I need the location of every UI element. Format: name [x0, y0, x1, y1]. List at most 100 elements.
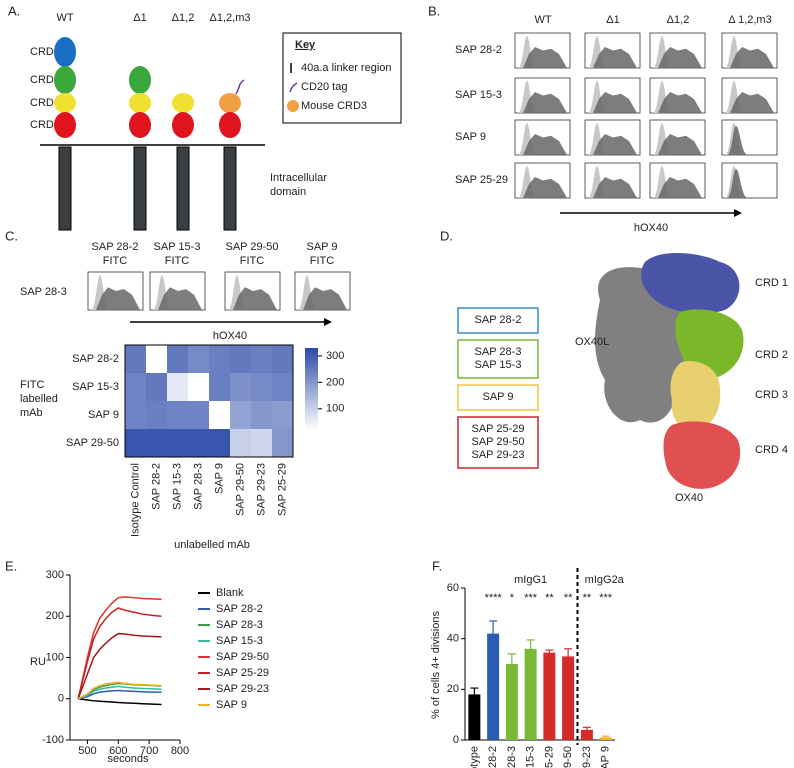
epitope-label: SAP 29-23 — [471, 449, 524, 461]
heat-cell — [125, 345, 146, 373]
heat-cell — [272, 429, 293, 457]
x-tick-label: 700 — [140, 745, 158, 757]
key-item: 40a.a linker region — [301, 62, 392, 74]
heat-cell — [272, 373, 293, 401]
heat-cell — [230, 345, 251, 373]
x-tick-label: SAP 29-50 — [234, 463, 246, 516]
legend-label: SAP 28-3 — [216, 619, 263, 631]
column-label: Δ1,2 — [667, 14, 690, 26]
heat-cell — [251, 345, 272, 373]
heat-cell — [167, 345, 188, 373]
heat-cell — [251, 373, 272, 401]
x-tick-label: 800 — [171, 745, 189, 757]
histogram-sample — [658, 134, 702, 155]
y-tick-label: 0 — [453, 734, 459, 746]
legend-label: SAP 29-23 — [216, 683, 269, 695]
histogram-sample — [523, 177, 567, 198]
epitope-label: SAP 28-3 — [475, 346, 522, 358]
intracellular-domain — [133, 146, 147, 231]
column-label: FITC — [103, 255, 127, 267]
domain — [54, 112, 76, 138]
key-mouse — [287, 100, 299, 112]
row-label: SAP 29-50 — [66, 437, 119, 449]
histogram-sample — [658, 92, 702, 113]
x-tick-label: SAP 15-3 — [525, 746, 537, 768]
construct-label: WT — [56, 12, 73, 24]
line-series — [77, 632, 162, 700]
crd-label: CRD 3 — [755, 389, 788, 401]
y-tick-label: 60 — [447, 582, 459, 594]
heat-cell — [272, 401, 293, 429]
significance: ** — [583, 592, 592, 604]
axis-label: hOX40 — [634, 222, 668, 234]
histogram-sample — [593, 47, 637, 68]
heat-cell — [146, 345, 167, 373]
x-tick-label: SAP 28-2 — [487, 746, 499, 768]
heat-cell — [125, 401, 146, 429]
colorbar-label: 200 — [326, 376, 344, 388]
bar — [487, 633, 500, 740]
x-tick-label: SAP 25-29 — [276, 463, 288, 516]
heat-cell — [272, 345, 293, 373]
crd-label: CRD 2 — [755, 349, 788, 361]
heat-cell — [188, 345, 209, 373]
legend-label: Blank — [216, 587, 244, 599]
domain-label: CRD3 — [30, 97, 60, 109]
histogram-sample — [727, 126, 748, 155]
epitope-box — [457, 384, 539, 411]
domain — [129, 66, 151, 94]
key-title: Key — [295, 39, 316, 51]
histogram-sample — [658, 177, 702, 198]
row-label: SAP 28-3 — [20, 286, 67, 298]
colorbar-label: 100 — [326, 403, 344, 415]
x-tick-label: Isotype — [468, 746, 480, 768]
x-tick-label: SAP 29-23 — [581, 746, 593, 768]
y-tick-label: 20 — [447, 683, 459, 695]
bar — [580, 729, 593, 740]
domain — [172, 112, 194, 138]
epitope-box — [457, 416, 539, 469]
crd-label: CRD 4 — [755, 444, 788, 456]
column-label: SAP 29-50 — [225, 241, 278, 253]
histogram-sample — [658, 47, 702, 68]
y-tick-label: 100 — [46, 651, 64, 663]
histogram-sample — [303, 287, 347, 310]
panel-label: F. — [432, 558, 442, 573]
column-label: FITC — [310, 255, 334, 267]
panel-label: D. — [440, 228, 453, 243]
key-item: CD20 tag — [301, 81, 347, 93]
epitope-label: SAP 28-2 — [475, 314, 522, 326]
colorbar — [305, 348, 318, 430]
significance: *** — [524, 592, 538, 604]
epitope-label: SAP 9 — [483, 391, 514, 403]
histogram-sample — [593, 92, 637, 113]
line-series — [78, 689, 162, 700]
significance: *** — [599, 592, 613, 604]
heat-cell — [146, 401, 167, 429]
histogram-sample — [523, 47, 567, 68]
line-series — [77, 596, 162, 699]
axis-title: labelled — [20, 393, 58, 405]
row-label: SAP 25-29 — [455, 174, 508, 186]
legend-label: SAP 29-50 — [216, 651, 269, 663]
heat-cell — [209, 429, 230, 457]
histogram-sample — [523, 92, 567, 113]
domain — [54, 37, 76, 67]
domain — [54, 66, 76, 94]
x-tick-label: SAP 9 — [600, 746, 612, 768]
heat-cell — [230, 373, 251, 401]
x-tick-label: SAP 29-23 — [255, 463, 267, 516]
key-tag — [289, 82, 298, 93]
cd20-tag — [235, 79, 245, 95]
heat-cell — [188, 401, 209, 429]
histogram-sample — [233, 287, 277, 310]
axis-title: % of cells 4+ divisions — [430, 611, 442, 719]
x-tick-label: SAP 9 — [213, 463, 225, 494]
intracellular-domain — [58, 146, 72, 231]
epitope-label: SAP 25-29 — [471, 423, 524, 435]
intracellular-domain — [223, 146, 237, 231]
heat-cell — [188, 429, 209, 457]
heat-cell — [146, 373, 167, 401]
bar — [599, 737, 612, 740]
axis-title: mAb — [20, 407, 43, 419]
